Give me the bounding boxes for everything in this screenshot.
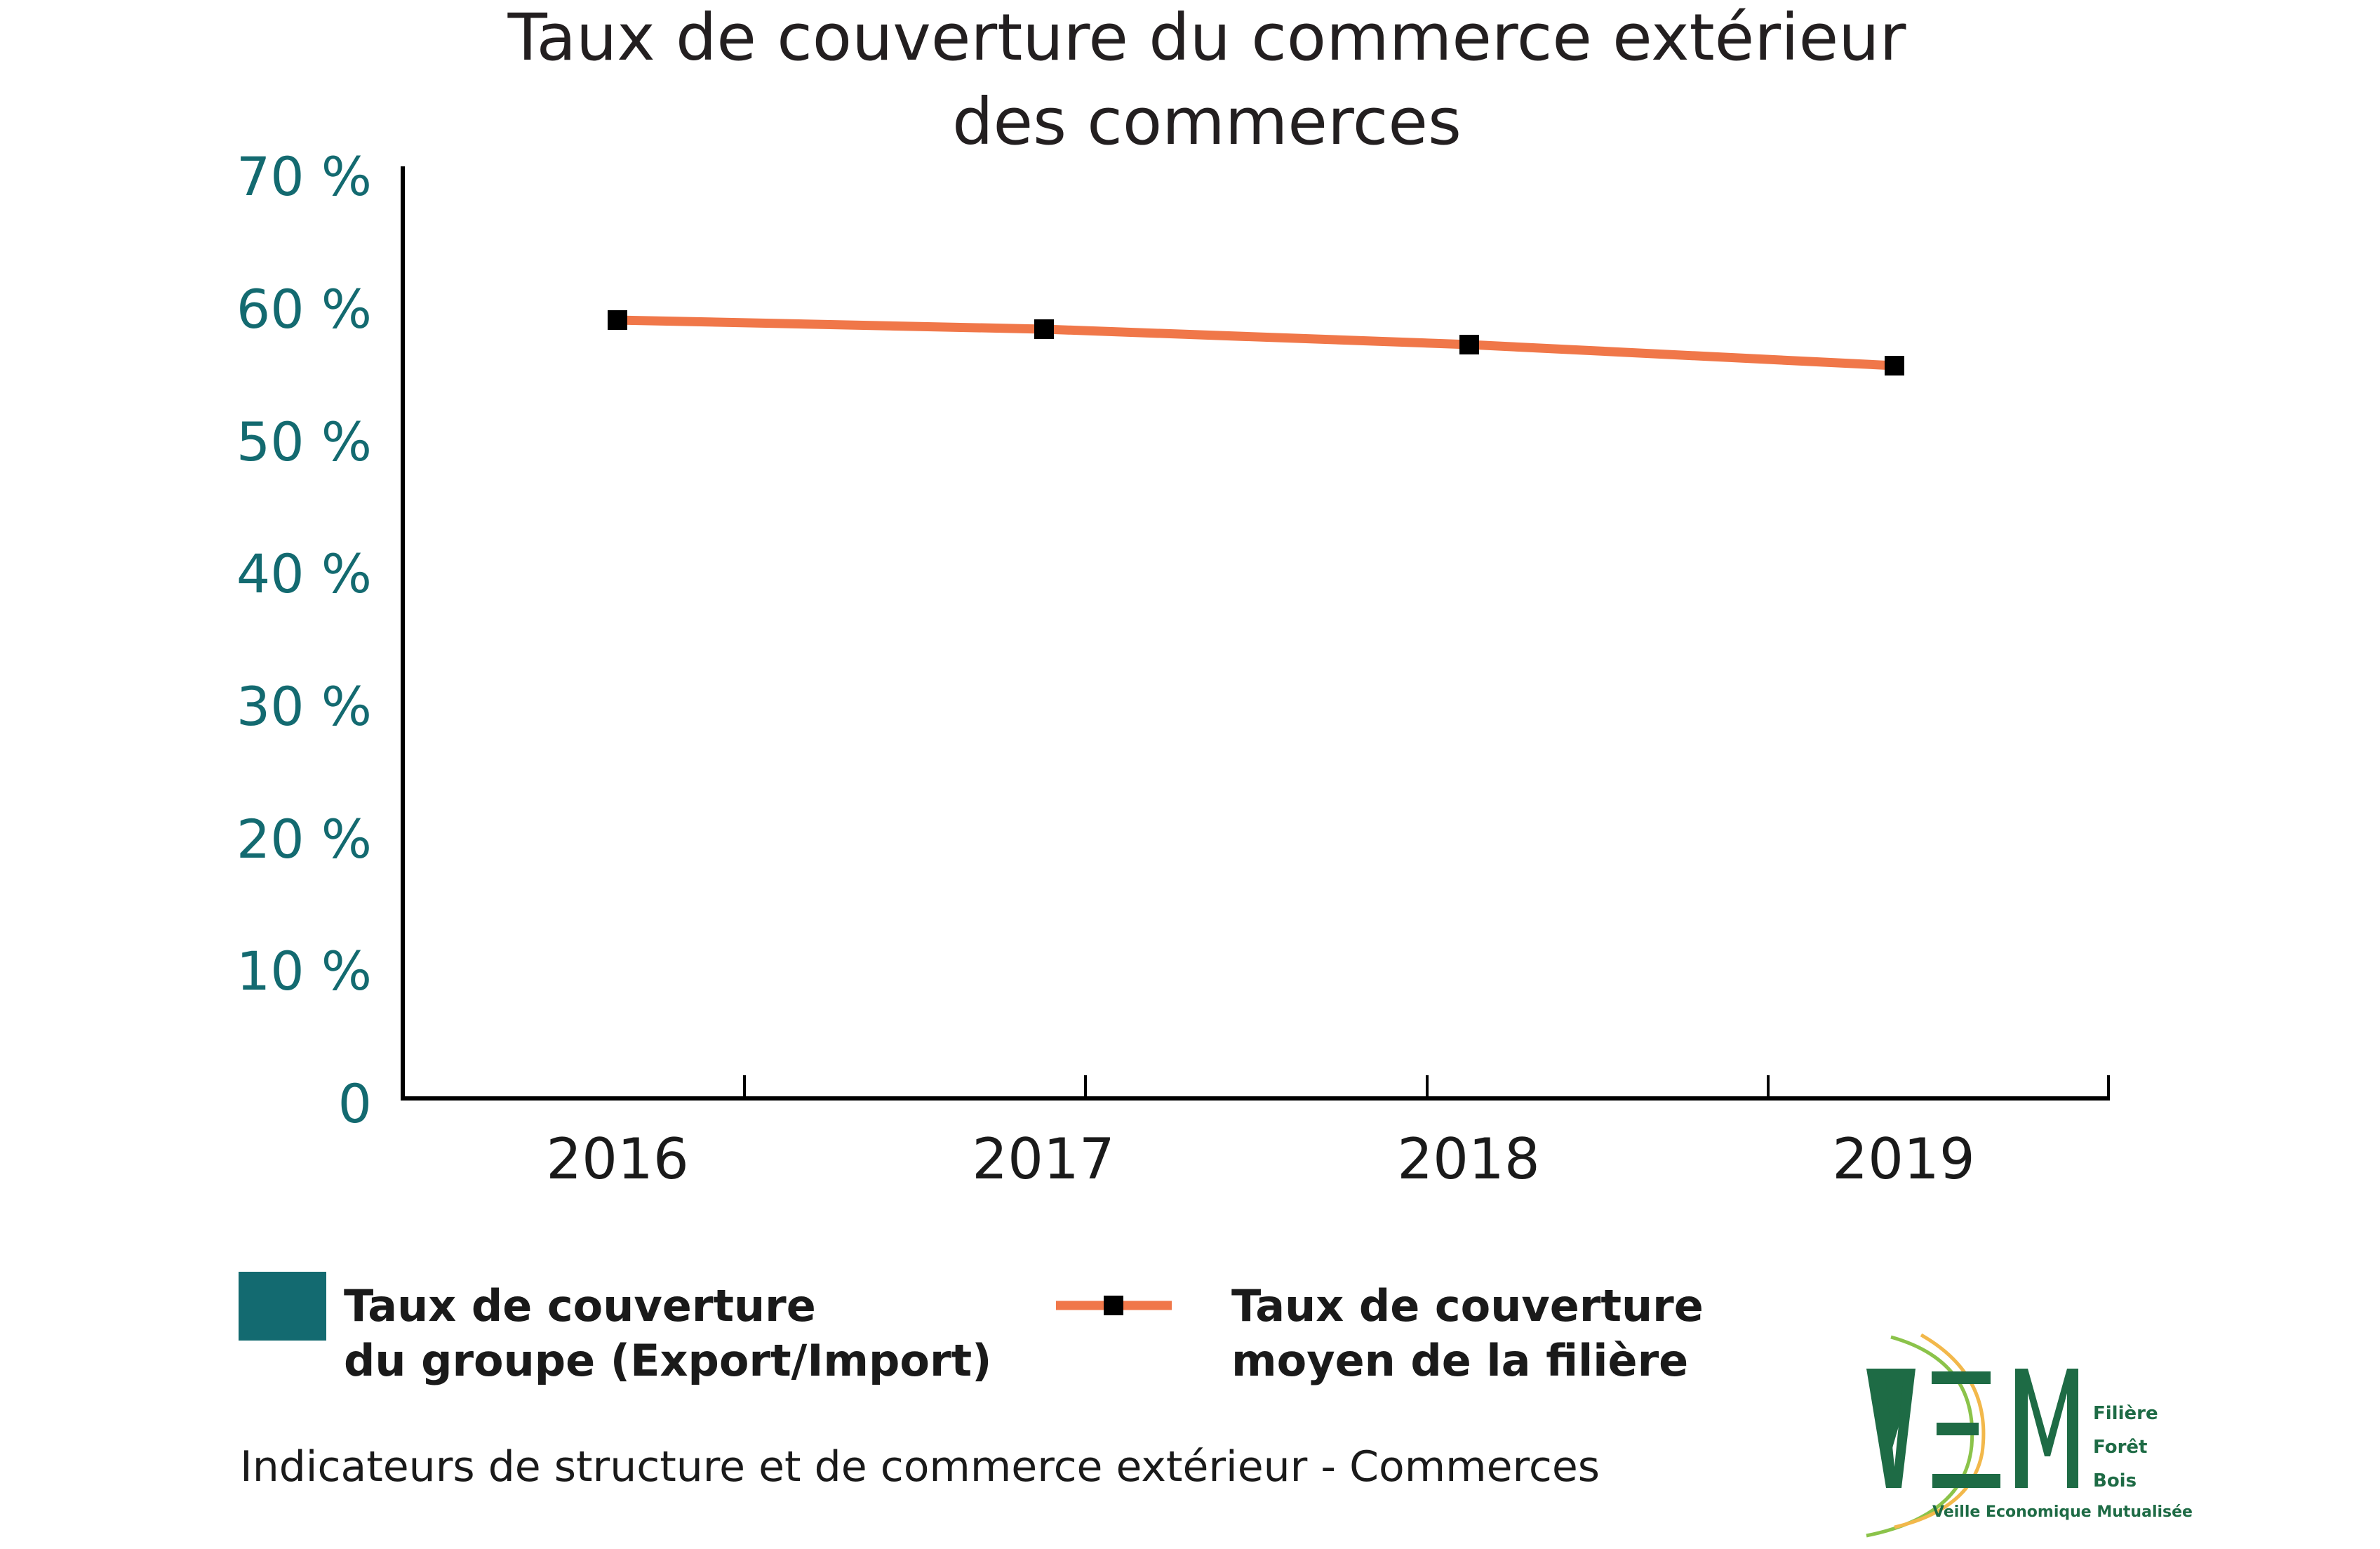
y-tick-60: 60 %	[236, 278, 372, 340]
y-tick-40: 40 %	[236, 543, 372, 605]
legend-swatch-groupe	[239, 1272, 326, 1341]
x-tick-2019: 2019	[1832, 1126, 1975, 1192]
logo-side-3: Bois	[2093, 1470, 2137, 1491]
logo-tagline: Veille Economique Mutualisée	[1932, 1503, 2193, 1521]
y-tick-30: 30 %	[236, 675, 372, 738]
y-tick-0: 0	[337, 1072, 372, 1135]
y-tick-10: 10 %	[236, 940, 372, 1002]
data-marker-2017	[1034, 319, 1054, 339]
legend-label-groupe: Taux de couverture du groupe (Export/Imp…	[344, 1280, 992, 1386]
y-tick-50: 50 %	[236, 411, 372, 473]
chart-title-line1: Taux de couverture du commerce extérieur	[507, 0, 1906, 75]
logo-arcs-icon	[1866, 1334, 2078, 1538]
y-tick-70: 70 %	[236, 145, 372, 208]
series-line-filiere	[617, 315, 1895, 371]
chart-title-line2: des commerces	[952, 84, 1462, 159]
x-tick-2018: 2018	[1397, 1126, 1540, 1192]
vem-logo: Filière Forêt Bois Veille Economique Mut…	[1859, 1334, 2380, 1549]
legend-label-filiere: Taux de couverture moyen de la filière	[1231, 1280, 1704, 1386]
x-tick-2016: 2016	[546, 1126, 689, 1192]
logo-side-2: Forêt	[2093, 1437, 2148, 1458]
chart-caption: Indicateurs de structure et de commerce …	[240, 1442, 1600, 1491]
y-tick-20: 20 %	[236, 808, 372, 870]
x-tick-2017: 2017	[972, 1126, 1115, 1192]
chart-title: Taux de couverture du commerce extérieur…	[0, 0, 2380, 164]
data-marker-2019	[1885, 356, 1904, 375]
logo-side-1: Filière	[2093, 1403, 2158, 1424]
legend-swatch-filiere	[1056, 1296, 1172, 1315]
data-marker-2018	[1459, 335, 1479, 354]
data-marker-2016	[608, 310, 627, 330]
